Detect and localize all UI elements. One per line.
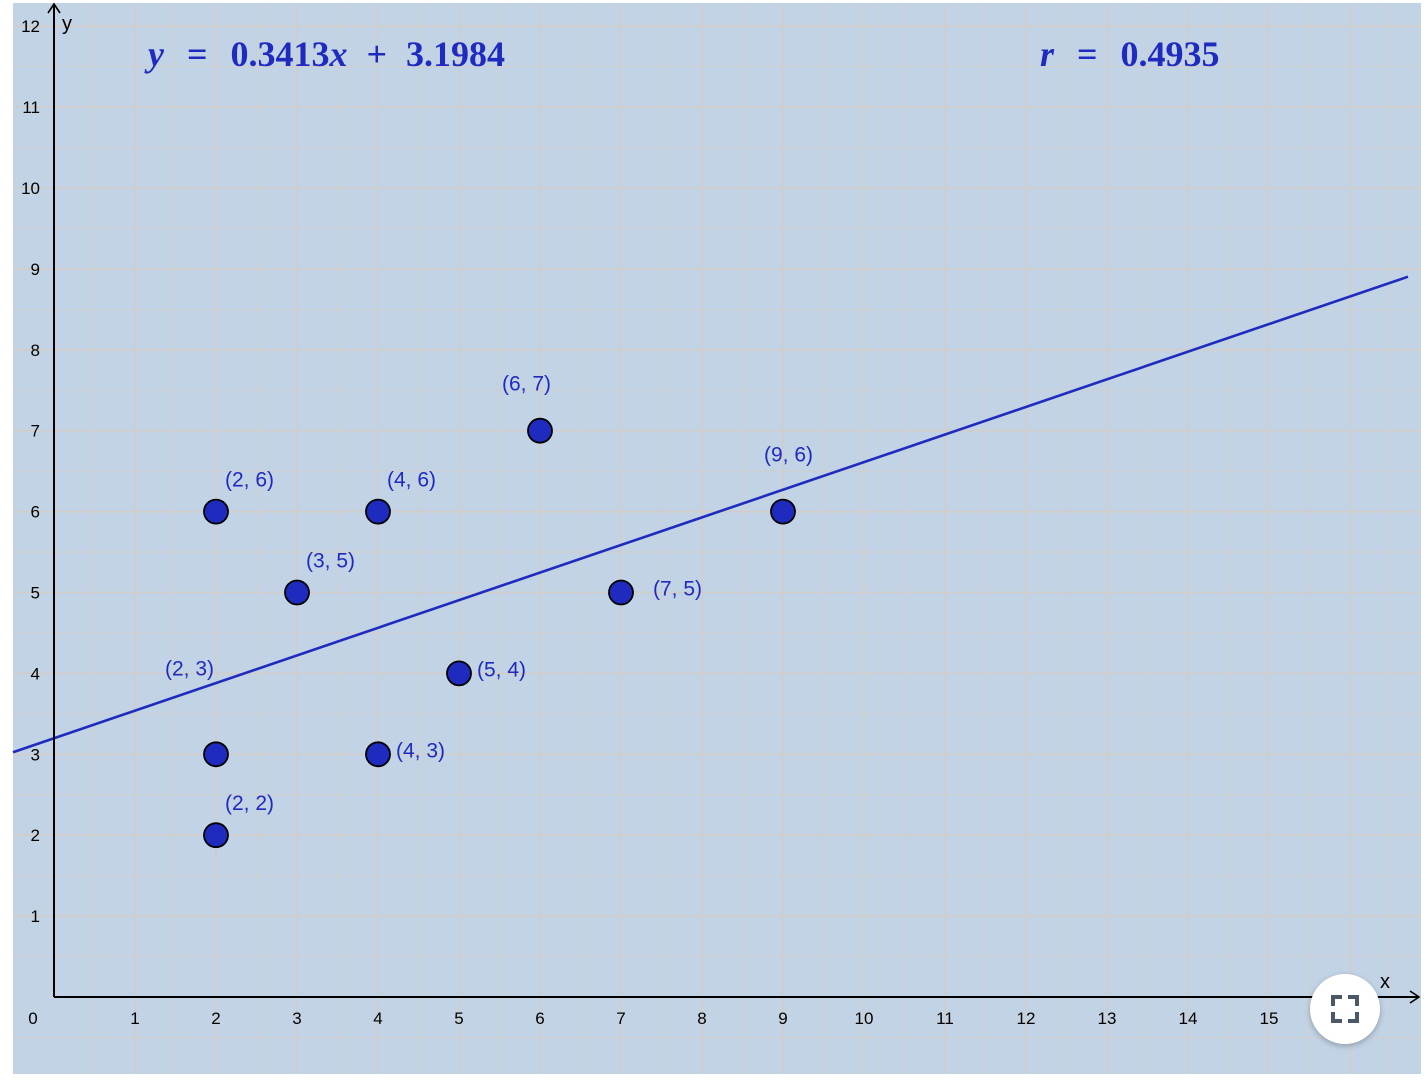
y-axis-arrow bbox=[47, 2, 61, 14]
x-tick-label: 14 bbox=[1179, 1009, 1198, 1028]
x-tick-label: 9 bbox=[778, 1009, 787, 1028]
x-tick-label: 8 bbox=[697, 1009, 706, 1028]
y-tick-label: 10 bbox=[21, 179, 40, 198]
data-point bbox=[365, 741, 391, 768]
y-tick-label: 6 bbox=[31, 503, 40, 522]
x-tick-label: 11 bbox=[936, 1009, 954, 1028]
y-tick-label: 7 bbox=[31, 422, 40, 441]
y-tick-label: 5 bbox=[31, 584, 40, 603]
y-axis-label: y bbox=[62, 13, 72, 35]
x-tick-label: 7 bbox=[616, 1009, 625, 1028]
point-label: (6, 7) bbox=[502, 373, 551, 396]
axes bbox=[47, 2, 1421, 1004]
x-tick-label: 15 bbox=[1260, 1009, 1279, 1028]
x-tick-label: 5 bbox=[454, 1009, 463, 1028]
x-axis-label: x bbox=[1380, 971, 1390, 993]
x-tick-label: 12 bbox=[1017, 1009, 1036, 1028]
point-label: (2, 6) bbox=[225, 469, 274, 492]
y-tick-label: 1 bbox=[31, 907, 40, 926]
y-tick-label: 9 bbox=[31, 260, 40, 279]
point-label: (7, 5) bbox=[653, 578, 702, 601]
point-label: (4, 3) bbox=[396, 739, 445, 762]
point-label: (4, 6) bbox=[387, 469, 436, 492]
data-point bbox=[284, 579, 310, 606]
data-point bbox=[203, 741, 229, 768]
x-tick-label: 6 bbox=[535, 1009, 544, 1028]
x-tick-label: 3 bbox=[292, 1009, 301, 1028]
x-tick-label: 4 bbox=[373, 1009, 382, 1028]
y-tick-label: 8 bbox=[31, 341, 40, 360]
data-point bbox=[203, 822, 229, 849]
data-point bbox=[446, 660, 472, 687]
y-tick-label: 4 bbox=[31, 664, 40, 683]
plot-background bbox=[13, 3, 1421, 1074]
point-label: (9, 6) bbox=[764, 444, 813, 467]
x-tick-label: 0 bbox=[28, 1009, 37, 1028]
y-tick-label: 11 bbox=[22, 98, 40, 117]
data-point bbox=[203, 498, 229, 525]
correlation-coefficient: r = 0.4935 bbox=[1040, 34, 1220, 74]
y-tick-label: 3 bbox=[31, 745, 40, 764]
y-tick-label: 12 bbox=[21, 17, 40, 36]
point-label: (2, 3) bbox=[165, 657, 214, 680]
data-point bbox=[527, 417, 553, 444]
point-label: (5, 4) bbox=[477, 658, 526, 681]
x-tick-label: 10 bbox=[855, 1009, 874, 1028]
point-label: (3, 5) bbox=[306, 550, 355, 573]
y-tick-label: 2 bbox=[31, 826, 40, 845]
data-point bbox=[365, 498, 391, 525]
fullscreen-button[interactable] bbox=[1310, 974, 1380, 1044]
regression-line-group bbox=[12, 275, 1409, 754]
point-label: (2, 2) bbox=[225, 792, 274, 815]
expand-icon bbox=[1331, 995, 1359, 1023]
point-labels: (2, 6) (4, 6) (6, 7) (3, 5) (9, 6) (7, 5) (5, … bbox=[165, 373, 813, 816]
x-tick-label: 13 bbox=[1098, 1009, 1117, 1028]
data-points bbox=[203, 417, 796, 849]
regression-line bbox=[12, 275, 1409, 754]
grid-lines bbox=[13, 5, 1421, 1074]
x-axis-arrow bbox=[1409, 990, 1421, 1004]
x-tick-label: 1 bbox=[130, 1009, 139, 1028]
data-point bbox=[770, 498, 796, 525]
x-tick-label: 2 bbox=[211, 1009, 220, 1028]
regression-equation: y = 0.3413x + 3.1984 bbox=[144, 34, 505, 74]
data-point bbox=[608, 579, 634, 606]
